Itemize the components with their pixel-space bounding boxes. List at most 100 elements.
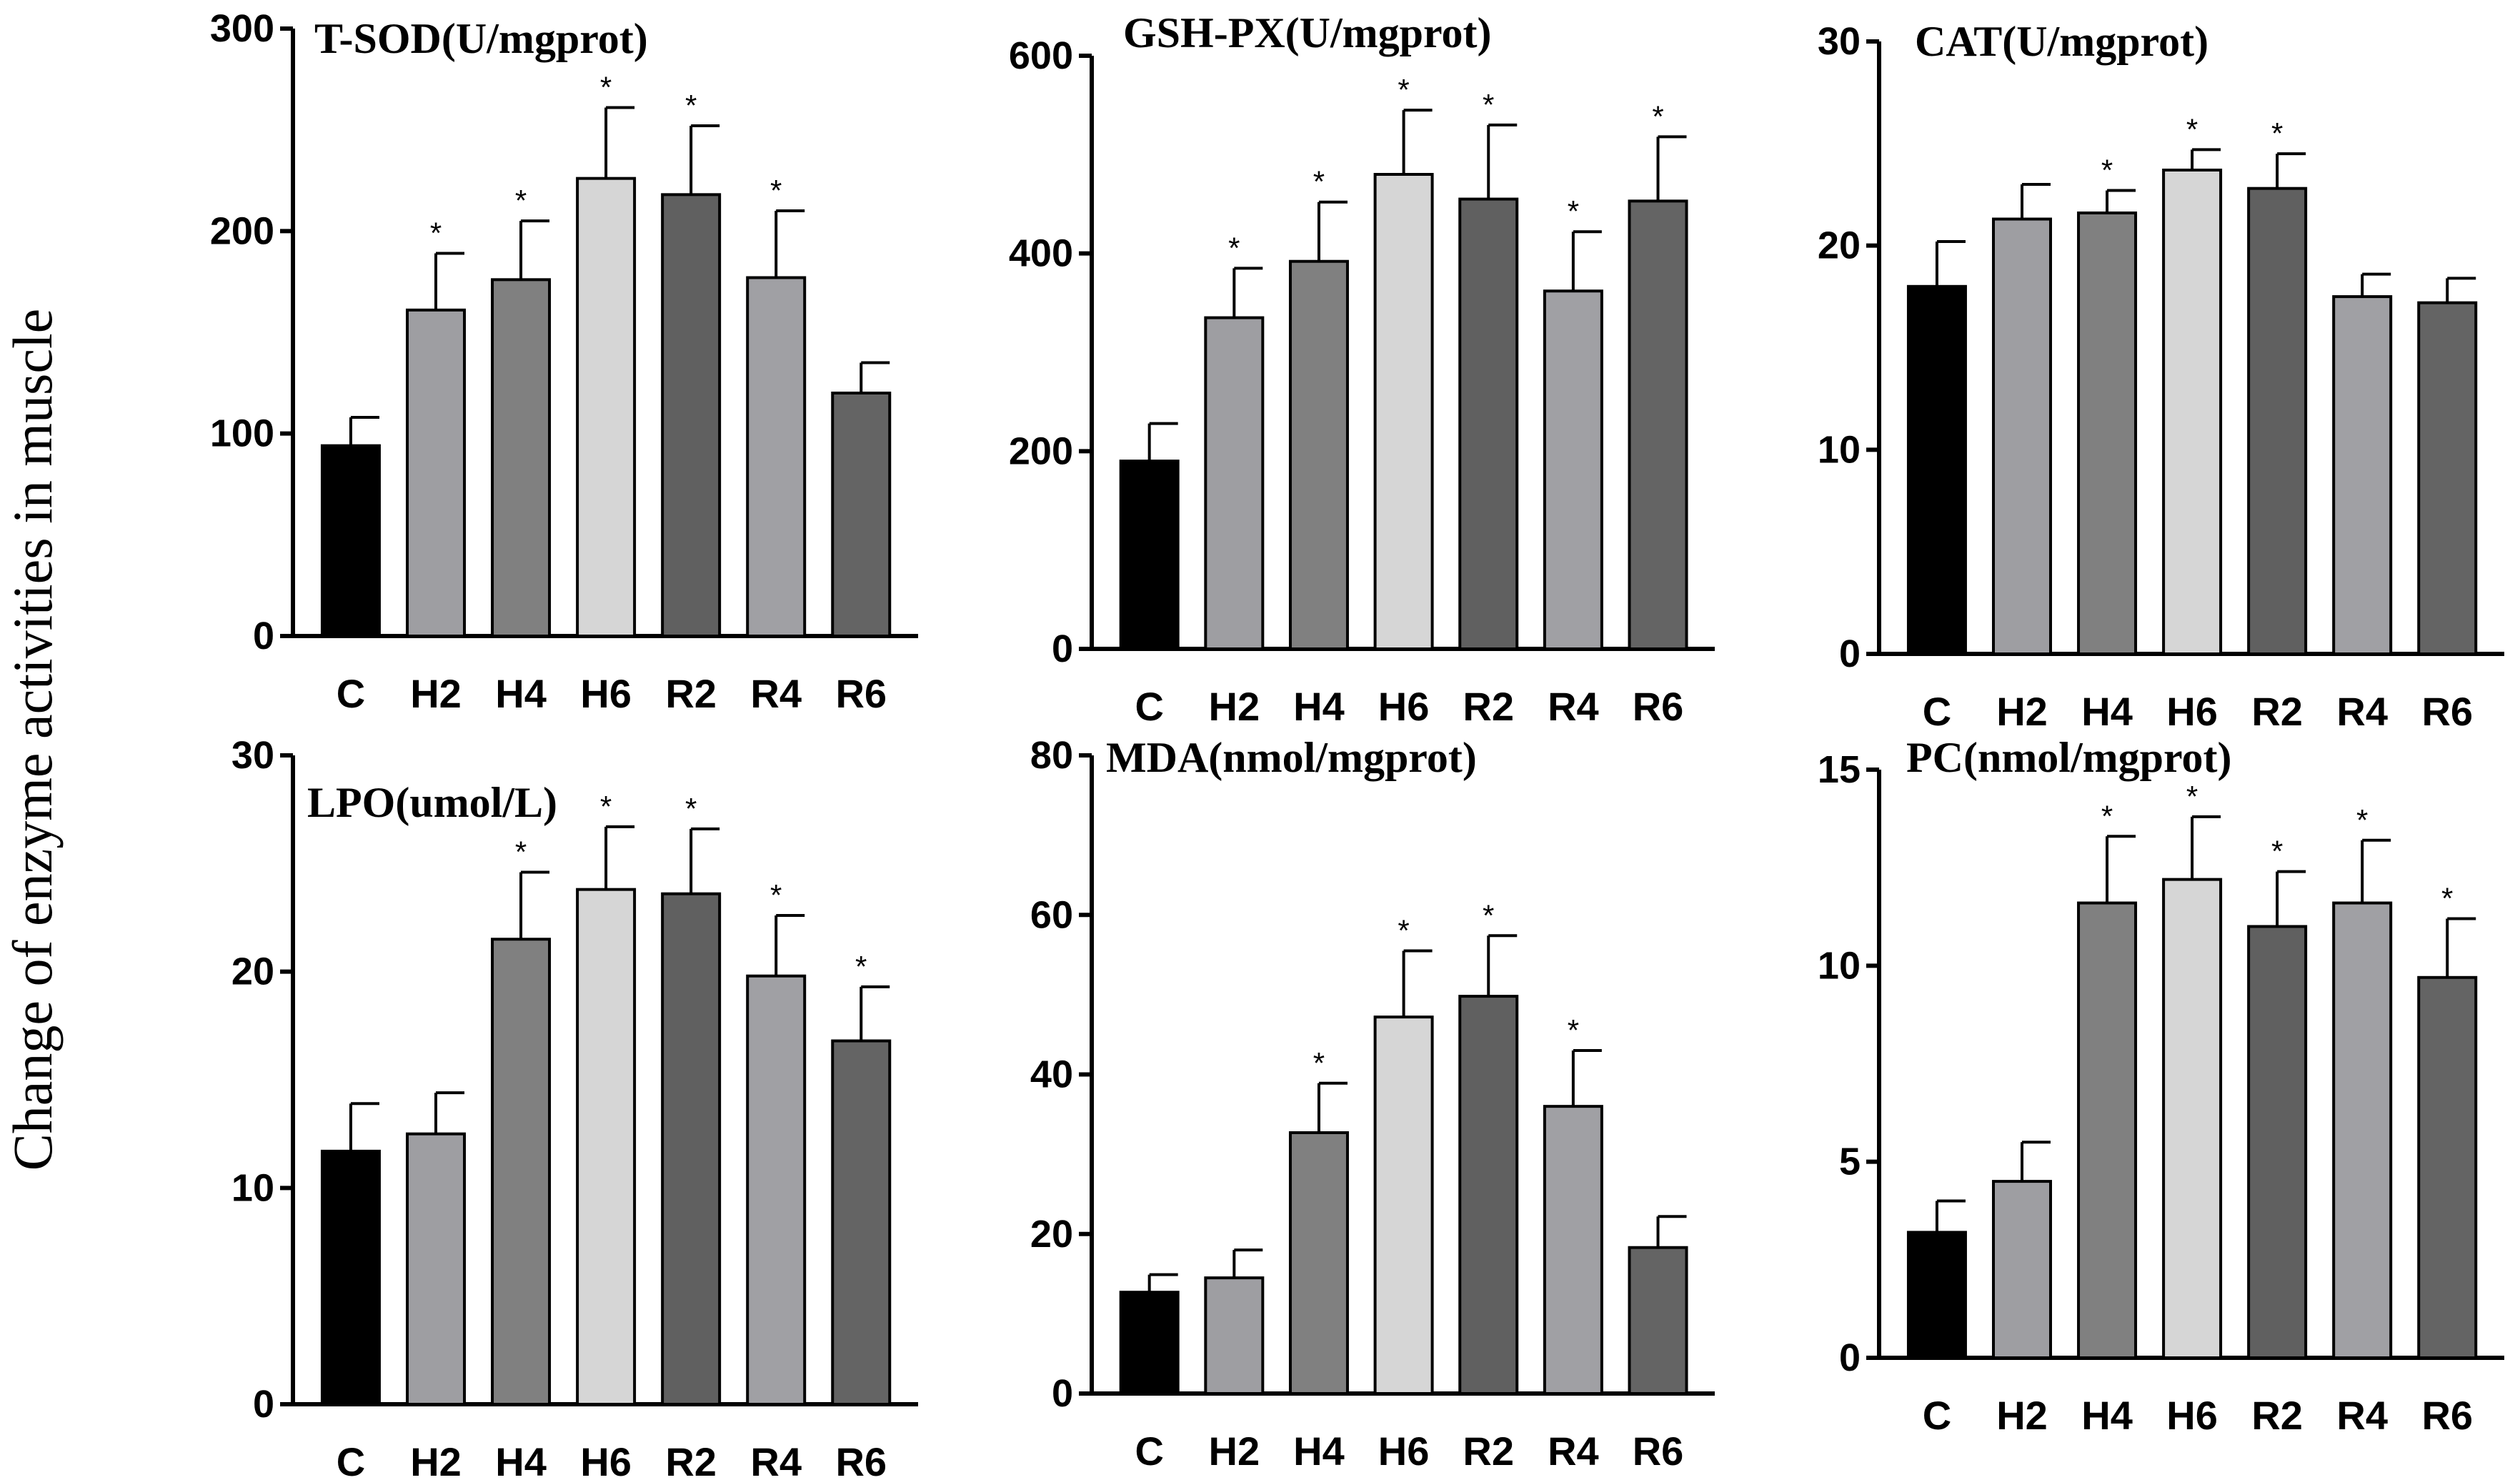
panel-6: 0 5 10 15 C H2 * H4 * H6 * R2 * R4 * R6 PC(nmol/mgprot) (1818, 734, 2504, 1438)
bar-H2 (1992, 217, 2052, 655)
y-tick-label: 300 (210, 7, 274, 50)
bar-C (1119, 460, 1180, 651)
significance-star-R4: * (770, 174, 782, 207)
y-tick-label: 30 (231, 734, 274, 777)
category-label-R6: R6 (2421, 1393, 2473, 1438)
significance-star-H6: * (2186, 112, 2198, 146)
bar-H2 (1204, 316, 1265, 650)
figure-y-axis-label: Change of enzyme activities in muscle (1, 309, 64, 1171)
y-tick-label: 30 (1818, 20, 1861, 63)
bar-R2 (661, 193, 722, 638)
significance-star-R6: * (855, 950, 867, 983)
category-label-H4: H4 (1293, 684, 1345, 729)
significance-star-R2: * (1483, 88, 1494, 121)
significance-star-R6: * (2441, 881, 2453, 915)
category-label-R2: R2 (2251, 689, 2303, 734)
significance-star-H4: * (515, 835, 527, 868)
significance-star-R4: * (1568, 1013, 1579, 1047)
bar-R2 (661, 892, 722, 1406)
bar-H4 (1288, 259, 1349, 650)
significance-star-R2: * (2271, 116, 2283, 150)
category-label-H2: H2 (1996, 689, 2048, 734)
significance-star-R4: * (1568, 194, 1579, 228)
bar-C (1906, 1231, 1967, 1359)
category-label-H6: H6 (1378, 684, 1430, 729)
significance-star-H6: * (1398, 913, 1409, 947)
significance-star-H4: * (2101, 799, 2113, 833)
bar-R6 (831, 392, 892, 637)
significance-star-R2: * (1483, 898, 1494, 932)
bar-R6 (1628, 1246, 1688, 1395)
bar-R4 (2332, 901, 2393, 1359)
category-label-R4: R4 (2336, 1393, 2388, 1438)
y-tick-label: 0 (253, 1383, 274, 1426)
y-tick-label: 0 (1052, 627, 1073, 670)
y-tick-label: 60 (1030, 893, 1073, 936)
y-tick-label: 0 (1052, 1372, 1073, 1415)
bar-R4 (2332, 295, 2393, 655)
panel-title: MDA(nmol/mgprot) (1106, 734, 1477, 781)
category-label-R2: R2 (665, 1439, 717, 1480)
y-tick-label: 400 (1009, 232, 1073, 275)
category-label-R6: R6 (835, 671, 887, 716)
y-tick-label: 10 (1818, 428, 1861, 471)
bar-C (1906, 284, 1967, 655)
significance-star-H4: * (2101, 154, 2113, 187)
panel-2: 0 200 400 600 C * H2 * H4 * H6 * R2 * R4 * R6 GSH-PX(U/mg… (1009, 9, 1715, 729)
category-label-C: C (337, 671, 365, 716)
panel-1: 0 100 200 300 C * H2 * H4 * H6 * R2 * R4 R6 T-SOD(U/mgpr… (210, 7, 918, 716)
category-label-H6: H6 (2166, 689, 2218, 734)
bar-R4 (1543, 1105, 1603, 1396)
category-label-R2: R2 (1463, 1429, 1514, 1474)
y-tick-label: 200 (1009, 429, 1073, 472)
category-label-C: C (1135, 1429, 1163, 1474)
significance-star-H2: * (430, 217, 442, 250)
category-label-H2: H2 (1209, 684, 1260, 729)
y-tick-label: 100 (210, 412, 274, 455)
y-tick-label: 20 (1818, 224, 1861, 267)
category-label-R4: R4 (750, 1439, 802, 1480)
panel-3: 0 10 20 30 C H2 * H4 * H6 * R2 R4 R6 CAT(U/mgprot) (1818, 18, 2504, 734)
significance-star-H6: * (2186, 780, 2198, 813)
bar-R4 (746, 276, 807, 637)
category-label-H6: H6 (1378, 1429, 1430, 1474)
panel-4: 0 10 20 30 C H2 * H4 * H6 * R2 * R4 * R6 LPO(umol/L) (231, 734, 918, 1480)
category-label-R4: R4 (2336, 689, 2388, 734)
category-label-H4: H4 (495, 671, 547, 716)
significance-star-R2: * (685, 792, 697, 825)
significance-star-R4: * (2356, 803, 2368, 837)
significance-star-H4: * (1313, 165, 1325, 199)
bar-H2 (406, 308, 466, 637)
category-label-H4: H4 (495, 1439, 547, 1480)
bar-R6 (2417, 301, 2478, 655)
category-label-H4: H4 (2081, 689, 2133, 734)
bar-R4 (746, 974, 807, 1406)
significance-star-H4: * (515, 184, 527, 217)
bar-R2 (1458, 995, 1519, 1396)
bar-C (1119, 1291, 1180, 1395)
category-label-H6: H6 (2166, 1393, 2218, 1438)
panel-title: T-SOD(U/mgprot) (314, 15, 648, 62)
y-tick-label: 0 (253, 615, 274, 657)
bar-C (320, 444, 381, 638)
y-tick-label: 0 (1839, 632, 1861, 675)
bar-R2 (2247, 925, 2308, 1359)
bar-R4 (1543, 289, 1603, 650)
panel-title: LPO(umol/L) (307, 779, 557, 826)
y-tick-label: 15 (1818, 748, 1861, 791)
category-label-H6: H6 (580, 671, 632, 716)
bar-H2 (1204, 1276, 1265, 1396)
significance-star-H6: * (600, 71, 612, 104)
category-label-C: C (1135, 684, 1163, 729)
bar-R2 (1458, 197, 1519, 651)
significance-star-R4: * (770, 878, 782, 912)
category-label-R4: R4 (1548, 684, 1599, 729)
category-label-R2: R2 (2251, 1393, 2303, 1438)
bar-H4 (491, 938, 552, 1406)
significance-star-R2: * (2271, 835, 2283, 868)
bar-H6 (2162, 878, 2223, 1360)
bar-H4 (2077, 901, 2138, 1359)
category-label-H6: H6 (580, 1439, 632, 1480)
